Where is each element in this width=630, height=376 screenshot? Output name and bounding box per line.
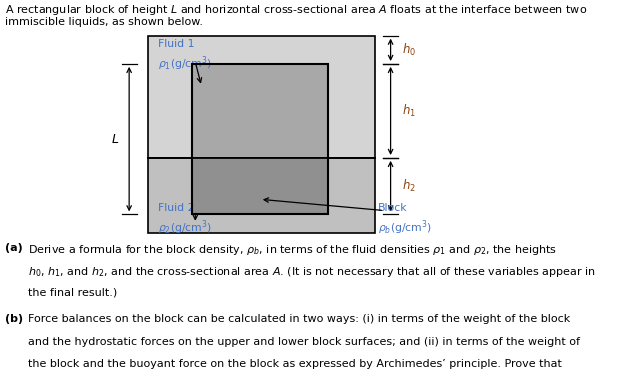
Text: (b): (b): [5, 314, 23, 324]
Bar: [148, 158, 375, 233]
Text: the block and the buoyant force on the block as expressed by Archimedes’ princip: the block and the buoyant force on the b…: [28, 359, 562, 369]
Bar: [192, 64, 328, 158]
Text: $\rho_1$(g/cm$^3$): $\rho_1$(g/cm$^3$): [158, 55, 212, 73]
Text: $h_0$: $h_0$: [402, 42, 416, 58]
Bar: [192, 64, 328, 214]
Text: Fluid 2: Fluid 2: [158, 203, 194, 213]
Text: immiscible liquids, as shown below.: immiscible liquids, as shown below.: [5, 17, 203, 27]
Text: Block: Block: [378, 203, 408, 213]
Text: Fluid 1: Fluid 1: [158, 39, 194, 50]
Text: $\rho_b$(g/cm$^3$): $\rho_b$(g/cm$^3$): [378, 218, 432, 237]
Text: $h_2$: $h_2$: [402, 178, 416, 194]
Text: the final result.): the final result.): [28, 288, 118, 298]
Text: $L$: $L$: [111, 133, 119, 146]
Text: $\rho_2$(g/cm$^3$): $\rho_2$(g/cm$^3$): [158, 218, 212, 237]
Text: (a): (a): [5, 243, 23, 253]
Text: $h_0$, $h_1$, and $h_2$, and the cross-sectional area $A$. (It is not necessary : $h_0$, $h_1$, and $h_2$, and the cross-s…: [28, 265, 596, 279]
Text: Force balances on the block can be calculated in two ways: (i) in terms of the w: Force balances on the block can be calcu…: [28, 314, 571, 324]
Text: $h_1$: $h_1$: [402, 103, 416, 119]
Text: A rectangular block of height $L$ and horizontal cross-sectional area $A$ floats: A rectangular block of height $L$ and ho…: [5, 3, 587, 17]
Bar: [192, 158, 328, 214]
Text: and the hydrostatic forces on the upper and lower block surfaces; and (ii) in te: and the hydrostatic forces on the upper …: [28, 337, 580, 347]
Bar: [148, 36, 375, 158]
Text: Derive a formula for the block density, $\rho_b$, in terms of the fluid densitie: Derive a formula for the block density, …: [28, 243, 558, 256]
